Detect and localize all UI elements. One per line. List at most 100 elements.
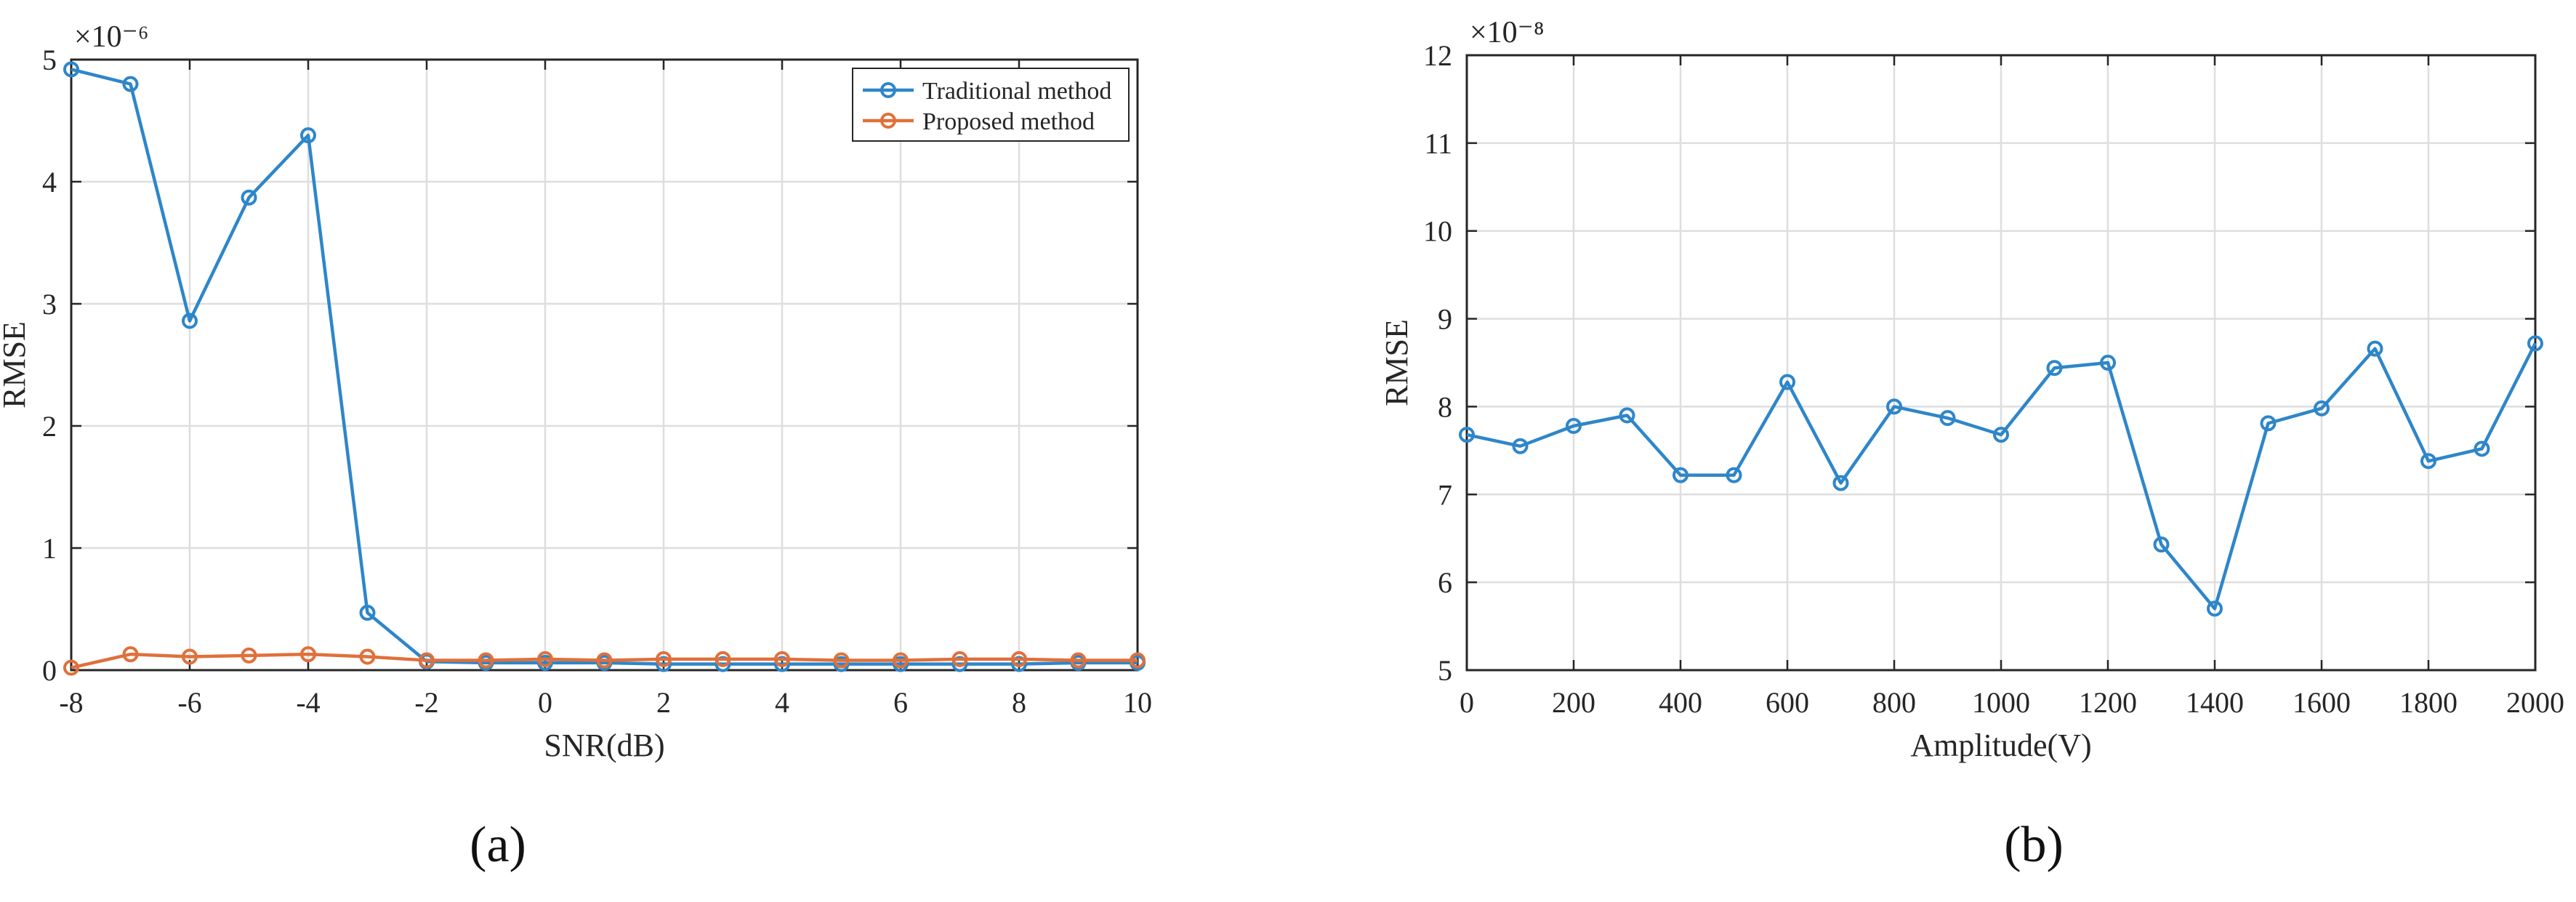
x-tick-label: 6 xyxy=(893,686,908,719)
data-point xyxy=(833,652,850,669)
data-point xyxy=(241,189,257,206)
y-tick-label: 5 xyxy=(42,44,57,76)
x-axis-label: SNR(dB) xyxy=(544,728,664,763)
y-tick-label: 4 xyxy=(42,166,57,198)
data-point xyxy=(2420,453,2436,470)
x-tick-label: 600 xyxy=(1766,686,1809,719)
x-tick-label: -4 xyxy=(296,686,320,719)
series-line xyxy=(71,68,1138,666)
axes-box xyxy=(70,58,1139,672)
data-point xyxy=(1459,427,1475,443)
data-point xyxy=(2367,340,2383,357)
data-point xyxy=(1566,418,1582,435)
data-point xyxy=(2314,400,2330,416)
x-tick-label: 2 xyxy=(656,686,671,719)
y-tick-label: 3 xyxy=(42,288,57,321)
data-point xyxy=(1993,427,2009,443)
data-point xyxy=(1886,398,1902,415)
legend-swatch-marker xyxy=(880,82,896,98)
data-point xyxy=(2527,335,2543,352)
data-point xyxy=(419,652,435,669)
data-point xyxy=(182,648,198,665)
data-point xyxy=(1832,475,1849,491)
x-tick-label: -6 xyxy=(177,686,201,719)
data-point xyxy=(596,652,613,669)
y-tick-label: 5 xyxy=(1438,654,1452,687)
y-tick-label: 11 xyxy=(1424,127,1452,160)
x-tick-label: 1400 xyxy=(2186,686,2244,719)
data-point xyxy=(1779,374,1795,390)
data-point xyxy=(2260,415,2277,432)
data-point xyxy=(122,76,139,92)
series-2 xyxy=(63,646,1146,676)
x-tick-label: 400 xyxy=(1659,686,1702,719)
data-point xyxy=(1512,438,1529,454)
data-point xyxy=(300,646,316,663)
data-point xyxy=(2100,355,2116,371)
series-1 xyxy=(63,61,1146,672)
y-tick-label: 1 xyxy=(42,532,57,565)
data-point xyxy=(478,652,494,669)
x-tick-label: 0 xyxy=(1460,686,1474,719)
data-point xyxy=(537,651,553,667)
data-point xyxy=(2046,360,2063,376)
data-point xyxy=(893,652,909,669)
y-axis-label: RMSE xyxy=(1379,319,1414,406)
legend-entry: Proposed method xyxy=(922,108,1095,135)
series-line xyxy=(1466,342,2537,611)
data-point xyxy=(715,651,731,667)
x-tick-label: 0 xyxy=(538,686,552,719)
x-tick-label: -8 xyxy=(59,686,83,719)
data-point xyxy=(774,656,790,672)
chart-panel-a: -8 -6 -4 -2 0 2 4 6 8 10 0 1 2 3 4 5 ×10⁻⁶ SNR(dB) RMSE Tra… xyxy=(0,20,1152,763)
data-point xyxy=(359,648,376,665)
x-tick-label: 2000 xyxy=(2506,686,2564,719)
data-point xyxy=(300,127,316,144)
panel-label: (a) xyxy=(470,817,526,873)
data-point xyxy=(1726,467,1742,483)
legend-box xyxy=(852,68,1130,142)
y-axis-label: RMSE xyxy=(0,321,32,408)
series-line xyxy=(71,652,1138,669)
y-tick-label: 8 xyxy=(1438,390,1452,423)
legend-swatch-marker xyxy=(880,113,896,129)
data-point xyxy=(1130,652,1146,669)
x-tick-label: 8 xyxy=(1012,686,1026,719)
data-point xyxy=(1070,652,1087,669)
legend: Traditional method Proposed method xyxy=(852,68,1130,142)
data-point xyxy=(2474,440,2490,457)
data-point xyxy=(63,61,79,78)
data-point xyxy=(715,656,731,672)
x-tick-label: 10 xyxy=(1123,686,1152,719)
x-tick-label: -2 xyxy=(414,686,438,719)
data-point xyxy=(122,646,139,663)
x-tick-label: 4 xyxy=(775,686,789,719)
x-tick-label: 800 xyxy=(1872,686,1916,719)
data-point xyxy=(1011,656,1027,672)
data-point xyxy=(774,651,790,667)
axis-ticks: -8 -6 -4 -2 0 2 4 6 8 10 0 1 2 3 4 5 xyxy=(42,44,1152,719)
series-1 xyxy=(1459,335,2543,617)
data-point xyxy=(1619,407,1635,424)
y-tick-label: 9 xyxy=(1438,303,1452,336)
y-exponent-label: ×10⁻⁸ xyxy=(1470,16,1545,49)
data-point xyxy=(1011,651,1027,667)
data-point xyxy=(63,659,79,676)
data-point xyxy=(1673,467,1689,483)
y-tick-label: 7 xyxy=(1438,478,1452,511)
x-axis-label: Amplitude(V) xyxy=(1910,728,2091,763)
data-point xyxy=(656,656,672,672)
grid-lines xyxy=(1467,55,2535,670)
x-tick-label: 1000 xyxy=(1972,686,2030,719)
x-tick-label: 1600 xyxy=(2293,686,2351,719)
x-tick-label: 1200 xyxy=(2079,686,2137,719)
y-tick-label: 0 xyxy=(42,654,57,687)
data-point xyxy=(951,651,968,667)
chart-panel-b: 0 200 400 600 800 1000 1200 1400 1600 1800 2000 5 6 7… xyxy=(1379,16,2564,763)
grid-lines xyxy=(71,60,1138,670)
data-point xyxy=(951,656,968,672)
legend-entry: Traditional method xyxy=(922,78,1111,105)
x-tick-label: 1800 xyxy=(2399,686,2458,719)
